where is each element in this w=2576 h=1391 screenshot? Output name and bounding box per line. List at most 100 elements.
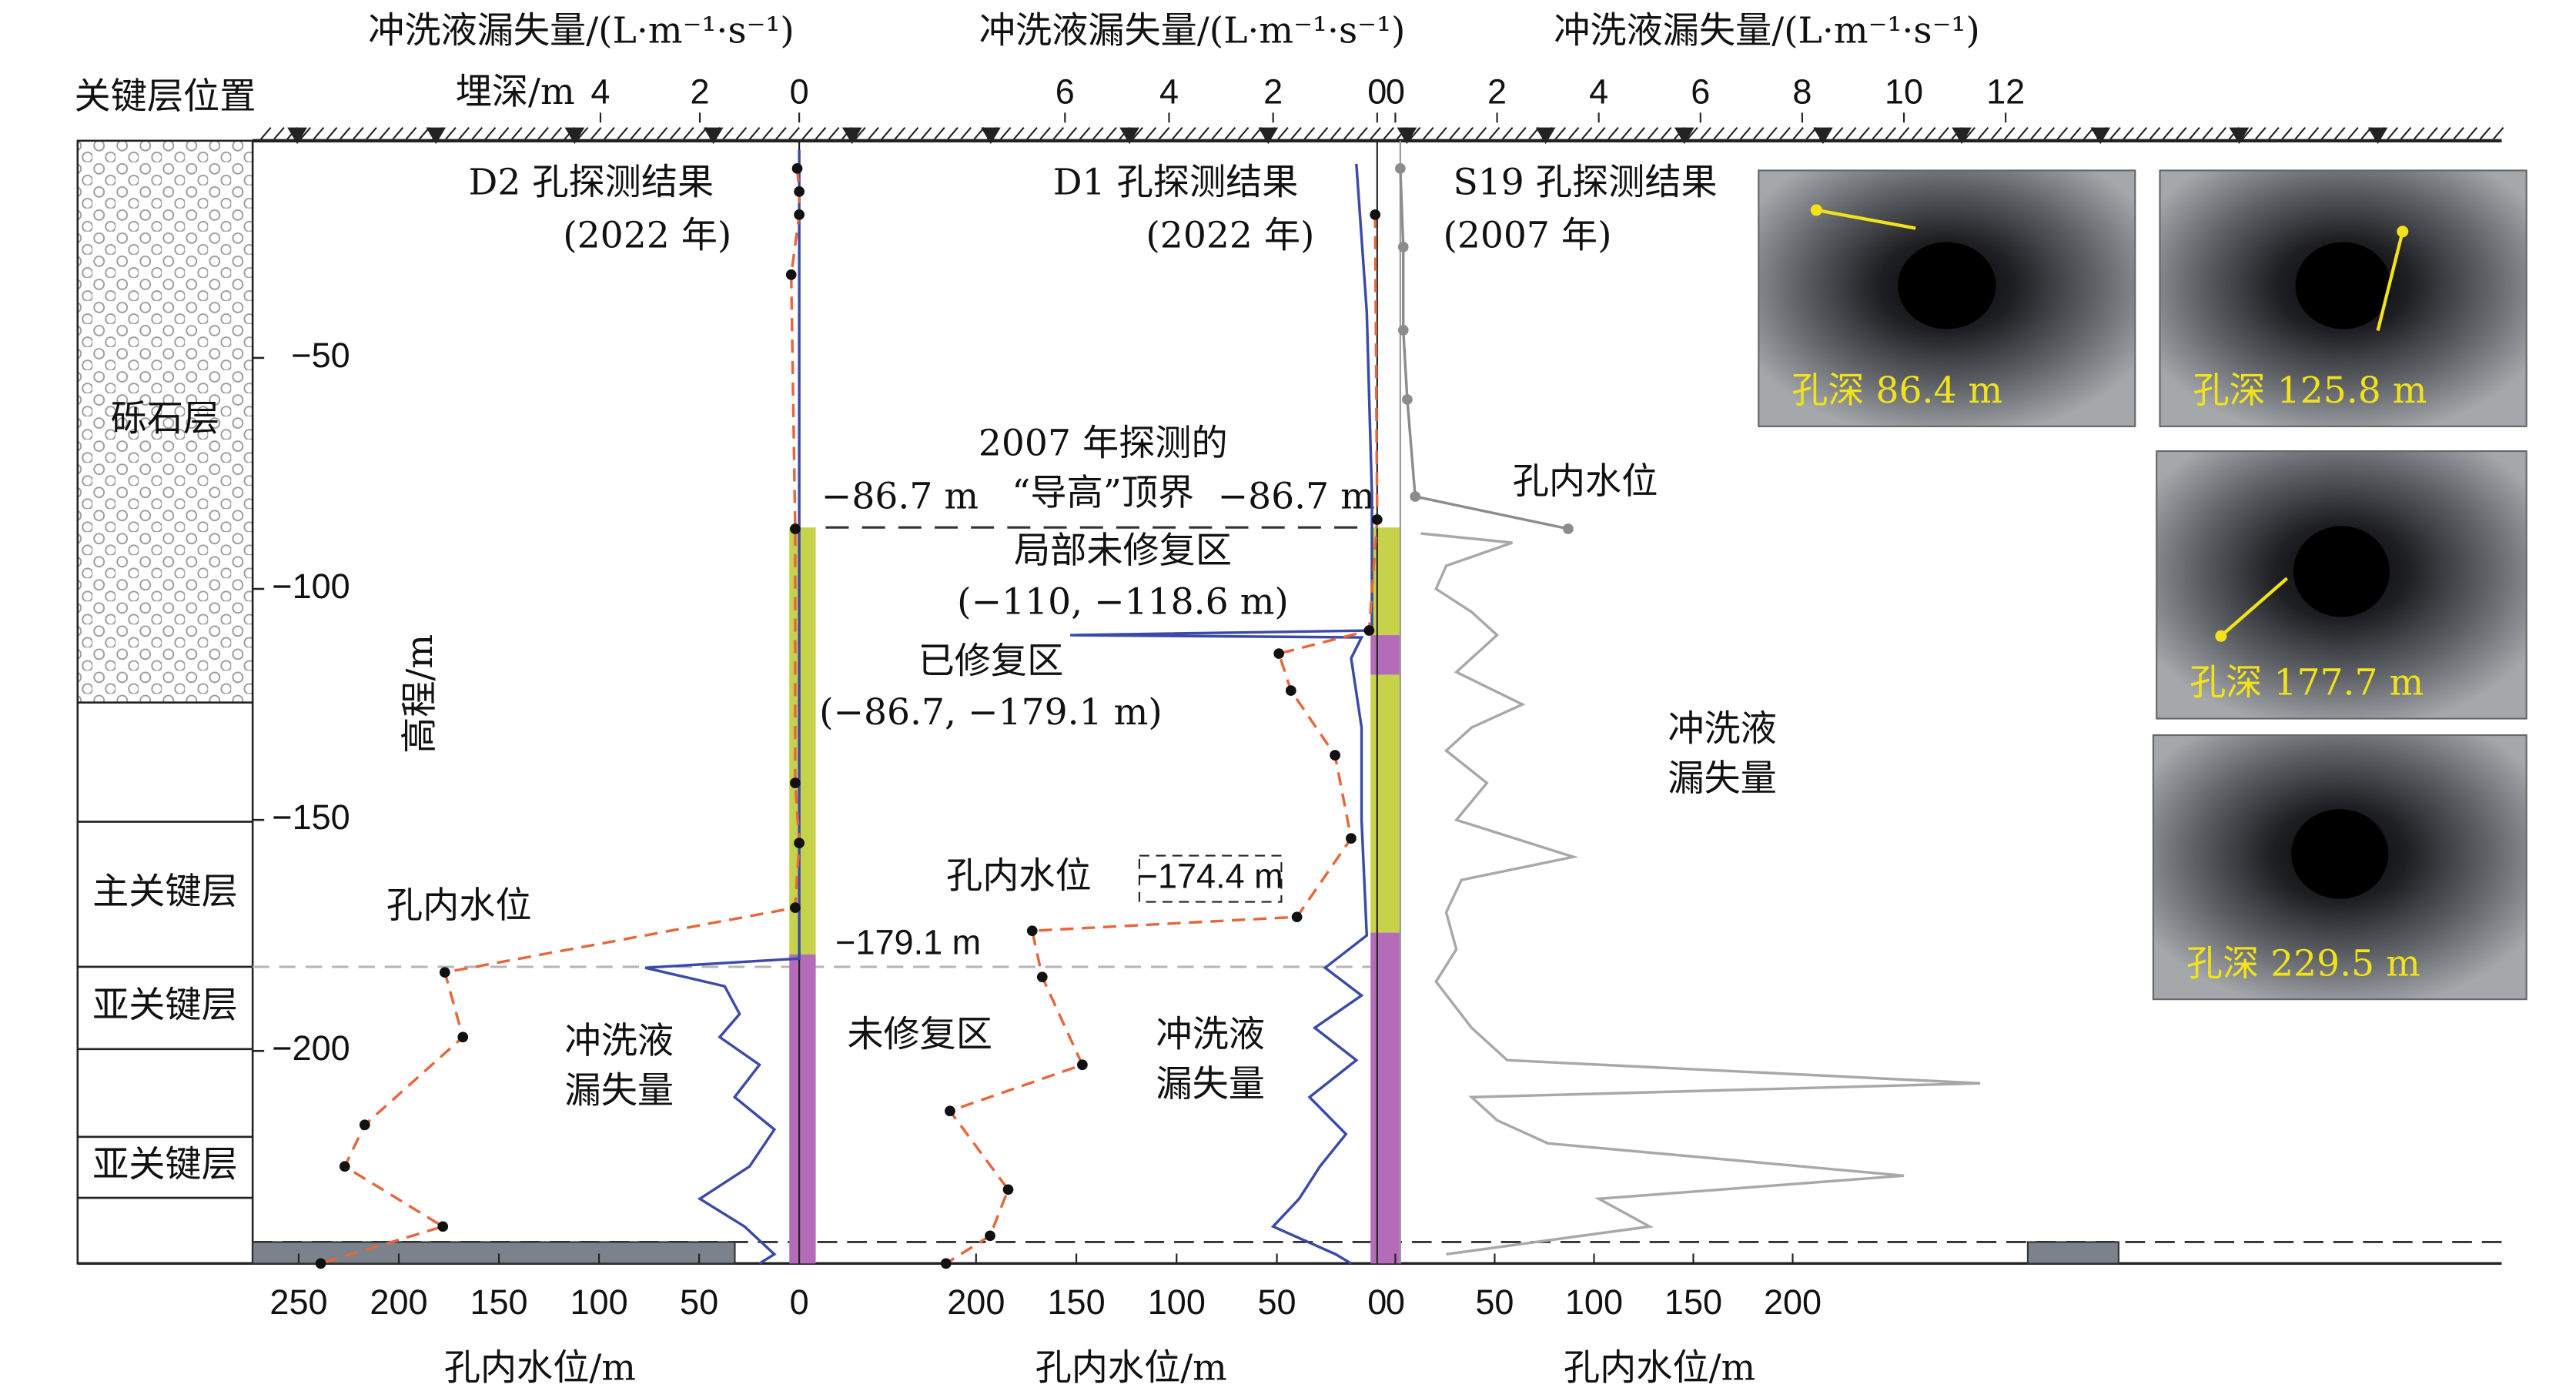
ground-hatch bbox=[1554, 126, 1567, 140]
panel-subtitle: (2022 年) bbox=[1146, 214, 1314, 256]
ground-hatch bbox=[2215, 126, 2227, 140]
top-tick-label: 6 bbox=[1055, 72, 1075, 112]
ground-hatch bbox=[1885, 126, 1897, 140]
ground-hatch bbox=[366, 126, 377, 140]
water-level-point bbox=[359, 1119, 370, 1131]
water-level-point bbox=[790, 523, 801, 534]
top-tick-label: 12 bbox=[1986, 72, 2025, 112]
ground-hatch bbox=[2320, 126, 2333, 140]
ground-hatch bbox=[1726, 126, 1738, 140]
photo-arrow bbox=[2220, 577, 2289, 637]
ground-hatch bbox=[1938, 126, 1949, 140]
stratum-label: 亚关键层 bbox=[92, 1143, 238, 1185]
ground-hatch bbox=[2294, 126, 2307, 140]
bottom-tick-label: 150 bbox=[1047, 1282, 1105, 1322]
ground-hatch bbox=[1145, 126, 1157, 140]
ground-hatch bbox=[1383, 126, 1395, 140]
ground-hatch bbox=[340, 126, 351, 140]
water-level-point bbox=[1563, 523, 1574, 534]
axis-title: 孔内水位/m bbox=[444, 1347, 636, 1389]
photo-arrow bbox=[1815, 208, 1916, 230]
ground-hatch bbox=[2347, 126, 2359, 140]
ground-hatch bbox=[1185, 126, 1196, 140]
zone bbox=[1370, 932, 1400, 1264]
leak-label: 冲洗液 bbox=[565, 1020, 674, 1062]
ground-hatch bbox=[1634, 126, 1646, 140]
bottom-tick-label: 150 bbox=[1664, 1282, 1722, 1322]
water-level-point bbox=[790, 902, 801, 914]
ground-hatch bbox=[2453, 126, 2464, 140]
ground-hatch bbox=[577, 126, 589, 140]
ground-marker bbox=[841, 127, 862, 145]
water-level-point bbox=[1363, 625, 1375, 636]
top-tick-label: 10 bbox=[1885, 72, 1923, 112]
ground-hatch bbox=[2413, 126, 2425, 140]
ground-hatch bbox=[656, 126, 668, 140]
y-tick-label: −100 bbox=[272, 567, 350, 606]
panel-title: S19 孔探测结果 bbox=[1453, 162, 1717, 204]
ground-hatch bbox=[2176, 126, 2187, 140]
top-tick-label: 0 bbox=[1367, 72, 1387, 112]
ground-hatch bbox=[2030, 126, 2042, 140]
ground-marker bbox=[1674, 127, 1694, 145]
label-box bbox=[1138, 854, 1283, 903]
ground-hatch bbox=[405, 126, 417, 140]
ground-hatch bbox=[1316, 126, 1329, 140]
ground-hatch bbox=[604, 126, 615, 140]
ground-hatch bbox=[1502, 126, 1514, 140]
zone-label: 未修复区 bbox=[847, 1013, 992, 1055]
ground-hatch bbox=[2387, 126, 2399, 140]
ground-hatch bbox=[458, 126, 470, 140]
water-level-point bbox=[439, 967, 450, 978]
stratum bbox=[76, 1196, 254, 1265]
ground-hatch bbox=[1858, 126, 1870, 140]
bottom-tick-label: 100 bbox=[1565, 1282, 1623, 1322]
water-level-point bbox=[339, 1161, 350, 1172]
water-level-point bbox=[1026, 925, 1038, 937]
ground-hatch bbox=[484, 126, 497, 140]
top-tick-label: 2 bbox=[691, 72, 710, 112]
ground-hatch bbox=[1172, 126, 1183, 140]
ground-hatch bbox=[617, 126, 628, 140]
top-tick-label: 6 bbox=[1691, 72, 1710, 112]
water-level-point bbox=[457, 1032, 469, 1043]
photo-hole bbox=[2291, 809, 2389, 899]
water-level-point bbox=[1397, 242, 1409, 252]
leak-label: 漏失量 bbox=[565, 1069, 674, 1112]
ground-hatch bbox=[1290, 126, 1302, 140]
ground-hatch bbox=[471, 126, 483, 140]
ground-hatch bbox=[2017, 126, 2029, 140]
ground-hatch bbox=[1488, 126, 1500, 140]
ground-hatch bbox=[1739, 126, 1751, 140]
ground-marker bbox=[2090, 127, 2111, 145]
ground-marker bbox=[1535, 127, 1556, 145]
elevation-axis-label: 高程/m bbox=[399, 634, 441, 754]
photo-arrow-head bbox=[1810, 204, 1822, 216]
stratum bbox=[76, 1048, 254, 1139]
bottom-tick-label: 50 bbox=[1258, 1282, 1296, 1322]
ground-hatch bbox=[1977, 126, 1989, 140]
zone bbox=[1370, 635, 1400, 675]
ground-hatch bbox=[2149, 126, 2161, 140]
water-level-point bbox=[1273, 648, 1285, 659]
stratum-label: 砾石层 bbox=[111, 398, 220, 440]
ground-hatch bbox=[2123, 126, 2134, 140]
water-level-line bbox=[320, 168, 801, 1265]
ground-hatch bbox=[1621, 126, 1632, 140]
stratum bbox=[76, 965, 254, 1051]
panel-title: D2 孔探测结果 bbox=[469, 162, 714, 204]
stratum bbox=[76, 701, 254, 823]
ground-hatch bbox=[1277, 126, 1289, 140]
ground-marker bbox=[2367, 127, 2388, 145]
water-level-point bbox=[794, 209, 805, 220]
water-level-point bbox=[1402, 394, 1413, 405]
ground-marker bbox=[703, 127, 724, 145]
water-level-point bbox=[1371, 514, 1383, 525]
bottom-tick-label: 200 bbox=[947, 1282, 1005, 1322]
bottom-tick-label: 50 bbox=[1475, 1282, 1514, 1322]
ground-hatch bbox=[1092, 126, 1104, 140]
ground-hatch bbox=[1026, 126, 1038, 140]
water-level-line bbox=[945, 214, 1379, 1265]
ground-hatch bbox=[1106, 126, 1117, 140]
